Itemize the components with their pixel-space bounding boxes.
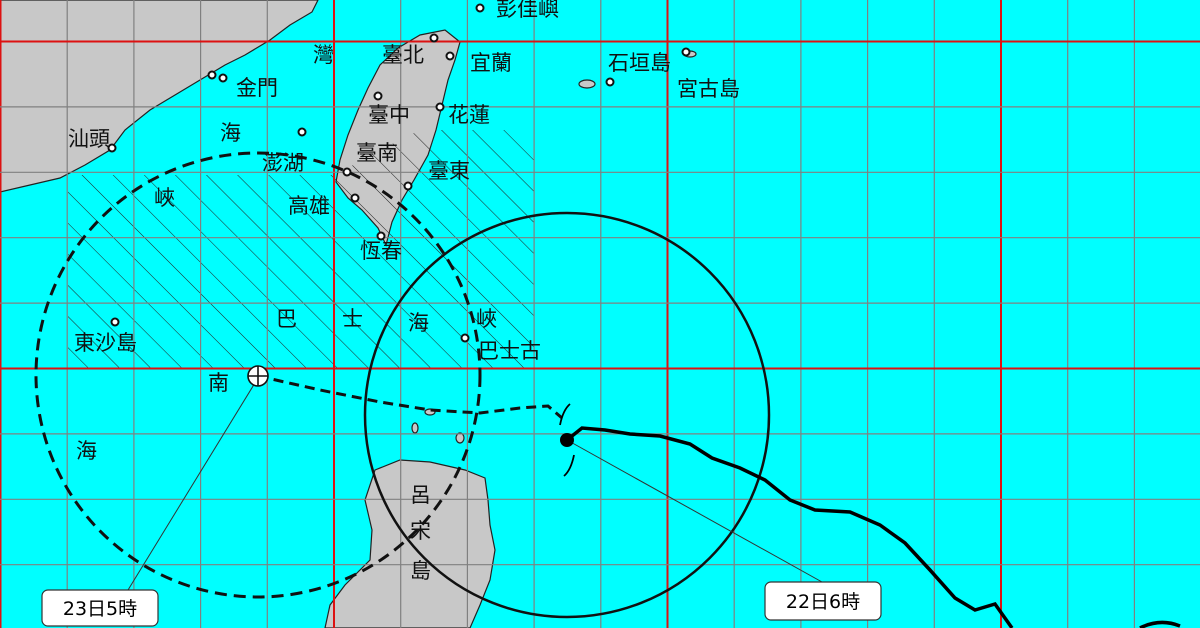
city-dot-icon	[342, 167, 352, 177]
label-kinmen: 金門	[236, 76, 278, 100]
forecast-radius-circle	[34, 151, 482, 599]
forecast-time-label: 23日5時	[41, 589, 159, 627]
label-ba: 巴	[276, 307, 297, 331]
past-track-line	[1139, 620, 1181, 628]
current-radius-circle	[363, 211, 771, 619]
current-time-text: 22日6時	[786, 591, 860, 613]
label-hualien: 花蓮	[448, 103, 490, 127]
city-dot-icon	[373, 91, 383, 101]
label-nan: 南	[208, 371, 229, 395]
circle-cross-icon	[247, 365, 269, 387]
label-taitung: 臺東	[428, 159, 470, 183]
label-miyako: 宮古島	[677, 77, 740, 101]
city-markers	[107, 3, 691, 343]
label-hengchun: 恆春	[360, 239, 402, 263]
city-dot-icon	[605, 77, 615, 87]
label-luzon: 島	[410, 559, 431, 583]
city-dot-icon	[207, 70, 217, 80]
city-dot-icon	[403, 181, 413, 191]
label-hai: 海	[408, 311, 429, 335]
label-tainan: 臺南	[356, 141, 398, 165]
label-shantou: 汕頭	[68, 127, 110, 151]
label-luzon: 呂	[410, 483, 431, 507]
label-shi: 士	[342, 307, 363, 331]
label-wan: 灣	[313, 43, 334, 67]
city-dot-icon	[475, 3, 485, 13]
city-dot-icon	[297, 127, 307, 137]
label-kaohsiung: 高雄	[288, 194, 330, 218]
small-island	[455, 432, 465, 444]
label-hai: 海	[220, 121, 241, 145]
ishigaki-island	[578, 79, 596, 89]
label-ishigaki: 石垣島	[608, 51, 671, 75]
label-taichung: 臺中	[368, 103, 410, 127]
leader-line	[127, 377, 259, 591]
city-dot-icon	[445, 51, 455, 61]
label-xia: 峽	[476, 307, 497, 331]
label-dongsha: 東沙島	[74, 331, 137, 355]
city-dot-icon	[681, 47, 691, 57]
current-time-label: 22日6時	[764, 581, 882, 621]
forecast-track-line	[257, 374, 563, 420]
leader-line	[566, 439, 823, 583]
place-labels: 彭佳嶼 臺北 宜蘭 石垣島 宮古島 灣 金門 汕頭 海 臺中 花蓮 臺南 澎湖 …	[68, 0, 740, 583]
city-dot-icon	[460, 333, 470, 343]
city-dot-icon	[218, 73, 228, 83]
city-dot-icon	[429, 33, 439, 43]
city-dot-icon	[350, 193, 360, 203]
city-dot-icon	[376, 231, 386, 241]
label-basco: 巴士古	[478, 339, 541, 363]
label-hai: 海	[76, 439, 97, 463]
label-yilan: 宜蘭	[470, 51, 512, 75]
label-penghu: 澎湖	[262, 151, 304, 175]
city-dot-icon	[107, 143, 117, 153]
label-pengjia: 彭佳嶼	[496, 0, 559, 21]
forecast-time-text: 23日5時	[63, 598, 137, 620]
label-xia: 峽	[154, 186, 175, 210]
city-dot-icon	[110, 317, 120, 327]
label-luzon: 宋	[410, 519, 431, 543]
past-track-line	[565, 426, 1014, 628]
typhoon-symbol-icon	[559, 403, 575, 477]
label-taipei: 臺北	[382, 43, 424, 67]
china-coast	[0, 0, 319, 193]
warning-area-hatch	[68, 130, 534, 368]
small-island	[411, 422, 419, 434]
city-dot-icon	[435, 102, 445, 112]
